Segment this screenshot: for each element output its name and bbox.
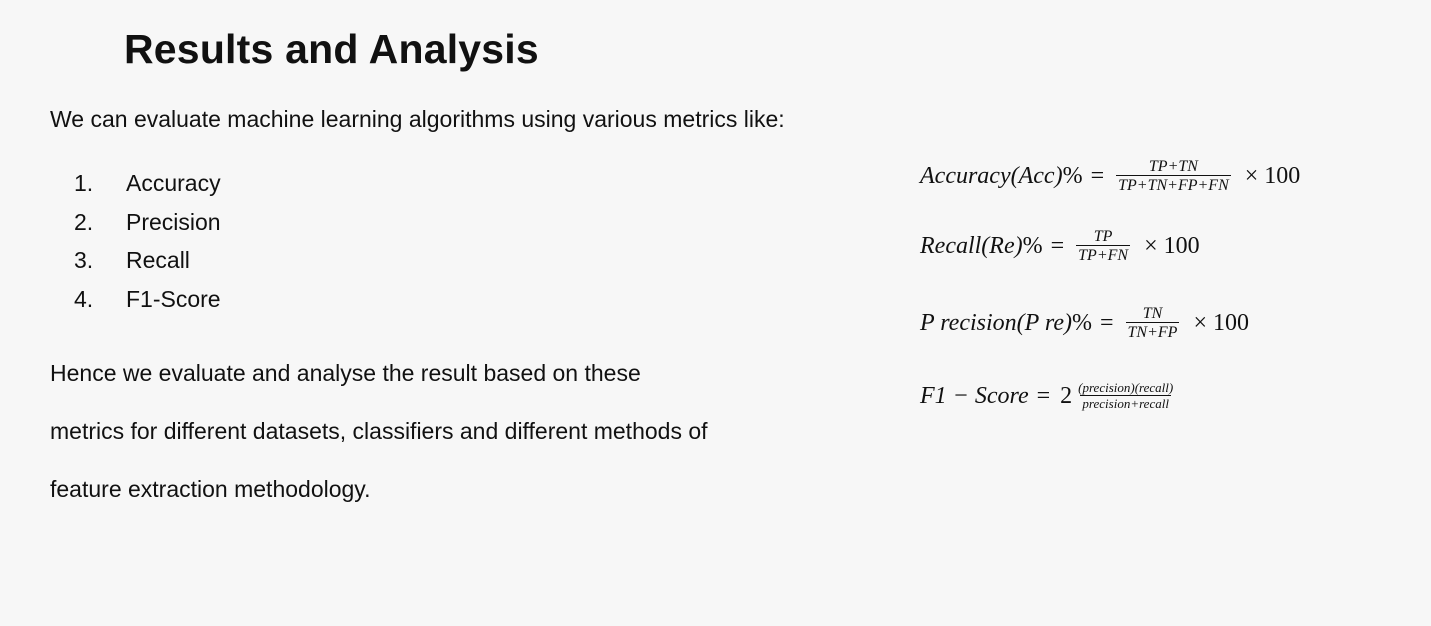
- list-item-number: 3.: [74, 247, 94, 273]
- fraction-denominator: TP+FN: [1076, 245, 1131, 264]
- list-item-number: 4.: [74, 285, 94, 312]
- accuracy-formula: Accuracy(Acc)% = TP+TN TP+TN+FP+FN × 100: [920, 158, 1300, 194]
- formula-factor: × 100: [1144, 232, 1200, 259]
- formula-percent: %: [1022, 232, 1043, 259]
- list-item: 1. Accuracy: [74, 166, 221, 205]
- fraction-denominator: TP+TN+FP+FN: [1116, 175, 1231, 194]
- fraction-denominator: precision+recall: [1080, 395, 1171, 411]
- formula-percent: %: [1062, 162, 1083, 189]
- slide-title: Results and Analysis: [124, 26, 539, 72]
- fraction-denominator: TN+FP: [1125, 322, 1180, 341]
- list-item-label: Accuracy: [126, 170, 221, 196]
- formula-fraction: (precision)(recall) precision+recall: [1076, 381, 1175, 411]
- list-item-label: Recall: [126, 247, 190, 273]
- formula-factor: × 100: [1244, 162, 1301, 189]
- fraction-numerator: TP: [1093, 228, 1113, 245]
- formula-fraction: TN TN+FP: [1125, 305, 1180, 341]
- formula-equals: =: [1099, 309, 1114, 336]
- conclusion-line: Hence we evaluate and analyse the result…: [50, 360, 641, 386]
- recall-formula: Recall(Re)% = TP TP+FN × 100: [920, 228, 1200, 264]
- fraction-numerator: TN: [1142, 305, 1163, 322]
- list-item-number: 1.: [74, 170, 94, 196]
- intro-text: We can evaluate machine learning algorit…: [50, 106, 785, 132]
- formula-fraction: TP TP+FN: [1076, 228, 1131, 264]
- formula-equals: =: [1090, 162, 1105, 189]
- precision-formula: P recision(P re)% = TN TN+FP × 100: [920, 305, 1249, 341]
- formula-lhs: Accuracy(Acc): [920, 162, 1063, 189]
- list-item-number: 2.: [74, 208, 94, 235]
- conclusion-line: metrics for different datasets, classifi…: [50, 418, 708, 444]
- list-item-label: Precision: [126, 208, 221, 235]
- formula-lhs: Recall(Re): [920, 232, 1023, 259]
- conclusion-text: Hence we evaluate and analyse the result…: [50, 344, 870, 518]
- metric-list: 1. Accuracy 2. Precision 3. Recall 4. F1-Sco…: [74, 166, 221, 320]
- formula-equals: =: [1036, 382, 1051, 409]
- conclusion-line: feature extraction methodology.: [50, 476, 371, 502]
- formula-factor: × 100: [1193, 309, 1249, 336]
- formula-coefficient: 2: [1060, 382, 1073, 409]
- formula-percent: %: [1071, 309, 1092, 336]
- formula-equals: =: [1050, 232, 1065, 259]
- list-item-label: F1-Score: [126, 285, 221, 312]
- formula-lhs: F1 − Score: [920, 382, 1029, 409]
- list-item: 4. F1-Score: [74, 282, 221, 321]
- fraction-numerator: TP+TN: [1148, 158, 1198, 175]
- formula-lhs: P recision(P re): [920, 309, 1072, 336]
- list-item: 3. Recall: [74, 243, 221, 282]
- fraction-numerator: (precision)(recall): [1078, 380, 1174, 395]
- formula-fraction: TP+TN TP+TN+FP+FN: [1116, 158, 1231, 194]
- list-item: 2. Precision: [74, 205, 221, 244]
- f1-score-formula: F1 − Score = 2 (precision)(recall) preci…: [920, 381, 1179, 411]
